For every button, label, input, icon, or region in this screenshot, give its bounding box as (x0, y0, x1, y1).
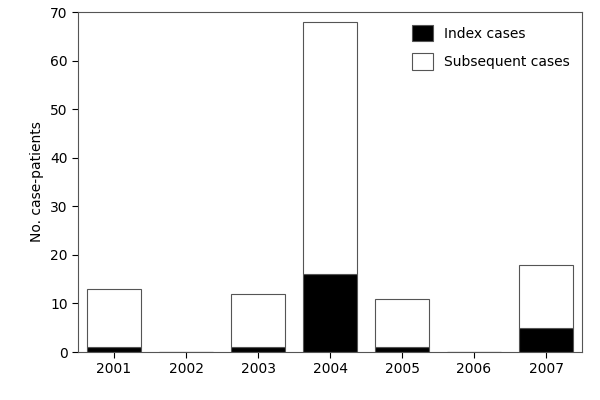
Bar (231, 294, 285, 347)
Bar (303, 22, 357, 274)
Bar (303, 274, 357, 352)
Legend: Index cases, Subsequent cases: Index cases, Subsequent cases (406, 19, 575, 75)
Bar (231, 347, 285, 352)
Bar (87, 347, 141, 352)
Bar (519, 328, 573, 352)
Y-axis label: No. case-patients: No. case-patients (31, 122, 44, 242)
Bar (375, 347, 429, 352)
Bar (375, 298, 429, 347)
Bar (519, 264, 573, 328)
Bar (87, 289, 141, 347)
